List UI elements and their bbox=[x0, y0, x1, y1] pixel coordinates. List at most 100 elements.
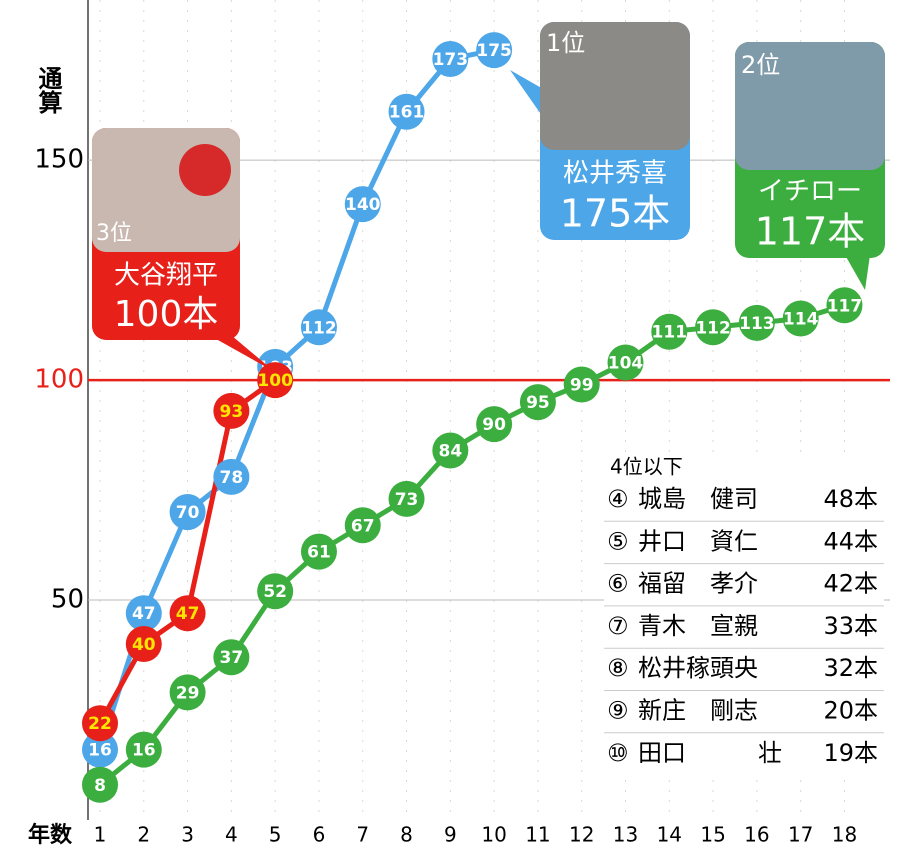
photo bbox=[179, 144, 231, 196]
row-name: 福留 孝介 bbox=[638, 570, 758, 598]
table-title: 4位以下 bbox=[610, 455, 683, 479]
data-label: 70 bbox=[176, 503, 200, 523]
player-name: 松井秀喜 bbox=[563, 159, 667, 189]
markers: 1647707810311214016117317581629375261677… bbox=[81, 32, 863, 803]
data-label: 173 bbox=[433, 50, 469, 70]
data-point bbox=[344, 186, 381, 223]
x-tick-label: 14 bbox=[657, 823, 682, 847]
callout: 3位 大谷翔平 100本 bbox=[92, 128, 275, 372]
callout-pointer bbox=[845, 255, 870, 290]
row-total: 48本 bbox=[823, 485, 878, 513]
data-label: 40 bbox=[132, 635, 156, 655]
row-total: 32本 bbox=[823, 654, 878, 682]
rank: 1位 bbox=[546, 29, 585, 57]
data-point bbox=[563, 366, 600, 403]
data-label: 37 bbox=[220, 648, 244, 668]
data-label: 90 bbox=[482, 415, 506, 435]
x-tick-label: 8 bbox=[400, 823, 413, 847]
photo bbox=[735, 42, 885, 170]
row-rank: ⑤ bbox=[607, 527, 629, 555]
x-tick-label: 16 bbox=[744, 823, 769, 847]
data-point bbox=[213, 392, 250, 429]
rank: 3位 bbox=[96, 221, 132, 246]
series-line bbox=[97, 47, 495, 751]
x-tick-label: 5 bbox=[269, 823, 282, 847]
row-rank: ⑧ bbox=[607, 654, 629, 682]
data-label: 61 bbox=[307, 543, 331, 563]
data-point bbox=[169, 494, 206, 531]
data-point bbox=[476, 406, 513, 443]
row-name: 城島 健司 bbox=[638, 485, 758, 513]
others-table: 4位以下 ④ 城島 健司 48本 ⑤ 井口 資仁 44本 ⑥ 福留 孝介 42本 ⑦ 青木 宣親 33… bbox=[604, 452, 884, 772]
x-tick-label: 18 bbox=[832, 823, 857, 847]
total: 100本 bbox=[114, 294, 219, 335]
data-point bbox=[257, 362, 294, 399]
data-point bbox=[169, 595, 206, 632]
x-tick-label: 4 bbox=[225, 823, 238, 847]
callout: 1位 松井秀喜 175本 bbox=[510, 22, 690, 240]
data-point bbox=[344, 507, 381, 544]
row-rank: ⑦ bbox=[607, 612, 629, 640]
data-point bbox=[432, 40, 469, 77]
data-point bbox=[607, 344, 644, 381]
data-point bbox=[81, 705, 118, 742]
data-label: 67 bbox=[351, 516, 375, 536]
row-rank: ④ bbox=[607, 485, 629, 513]
x-tick-label: 2 bbox=[137, 823, 150, 847]
callout-pointer bbox=[200, 330, 275, 372]
row-rank: ⑩ bbox=[607, 739, 629, 767]
x-tick-label: 1 bbox=[94, 823, 107, 847]
player-name: 大谷翔平 bbox=[114, 261, 218, 291]
callout-pointer bbox=[510, 70, 545, 120]
x-tick-label: 9 bbox=[444, 823, 457, 847]
data-label: 99 bbox=[570, 375, 594, 395]
row-total: 44本 bbox=[823, 527, 878, 555]
x-tick-label: 3 bbox=[181, 823, 194, 847]
data-label: 112 bbox=[301, 318, 337, 338]
y-tick-label: 50 bbox=[51, 585, 84, 615]
data-point bbox=[388, 93, 425, 130]
y-tick-label: 150 bbox=[34, 145, 84, 175]
x-tick-label: 15 bbox=[700, 823, 725, 847]
data-label: 78 bbox=[220, 468, 244, 488]
data-point bbox=[476, 32, 513, 69]
row-name: 田口 壮 bbox=[638, 739, 782, 767]
data-label: 161 bbox=[389, 103, 425, 123]
callout: 2位 イチロー 117本 bbox=[735, 42, 885, 290]
data-label: 114 bbox=[783, 309, 819, 329]
x-axis-label: 年数 bbox=[28, 822, 73, 848]
x-tick-label: 11 bbox=[525, 823, 550, 847]
row-rank: ⑨ bbox=[607, 697, 629, 725]
data-point bbox=[300, 309, 337, 346]
total: 175本 bbox=[560, 192, 671, 236]
x-tick-label: 6 bbox=[313, 823, 326, 847]
data-label: 73 bbox=[395, 490, 419, 510]
data-label: 140 bbox=[345, 195, 381, 215]
data-point bbox=[651, 313, 688, 350]
data-label: 112 bbox=[695, 318, 731, 338]
x-tick-label: 17 bbox=[788, 823, 813, 847]
data-label: 93 bbox=[220, 402, 244, 422]
data-point bbox=[519, 384, 556, 421]
data-label: 175 bbox=[476, 41, 512, 61]
table-bg bbox=[604, 452, 884, 772]
data-label: 47 bbox=[176, 604, 200, 624]
data-point bbox=[432, 432, 469, 469]
data-label: 16 bbox=[132, 741, 156, 761]
row-name: 新庄 剛志 bbox=[638, 697, 758, 725]
row-total: 42本 bbox=[823, 570, 878, 598]
data-point bbox=[826, 287, 863, 324]
x-tick-label: 12 bbox=[569, 823, 594, 847]
row-name: 井口 資仁 bbox=[638, 527, 758, 555]
data-label: 47 bbox=[132, 604, 156, 624]
data-label: 113 bbox=[739, 314, 775, 334]
data-point bbox=[388, 480, 425, 517]
data-label: 22 bbox=[88, 714, 112, 734]
x-tick-label: 7 bbox=[356, 823, 369, 847]
data-label: 95 bbox=[526, 393, 550, 413]
row-total: 19本 bbox=[823, 739, 878, 767]
y-axis-label: 通算 bbox=[34, 66, 62, 115]
data-label: 117 bbox=[827, 296, 863, 316]
y-tick-label: 100 bbox=[34, 365, 84, 395]
